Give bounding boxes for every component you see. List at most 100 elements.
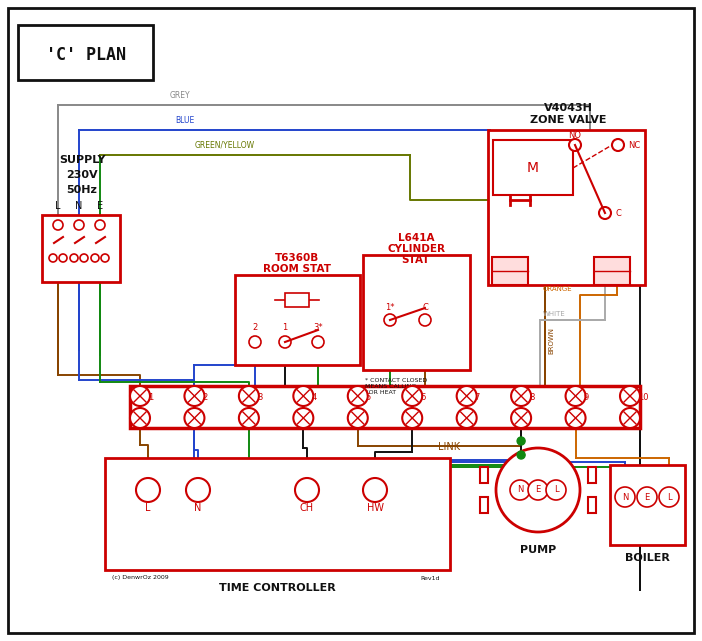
Circle shape [511,386,531,406]
Circle shape [528,480,548,500]
Circle shape [293,386,313,406]
Circle shape [130,386,150,406]
Circle shape [347,386,368,406]
Bar [285,293,309,307]
Bar [610,465,685,545]
Text: 10: 10 [638,394,649,403]
Circle shape [279,336,291,348]
Circle shape [95,220,105,230]
Circle shape [569,139,581,151]
Text: E: E [536,485,541,494]
Bar [588,497,596,513]
Text: 9: 9 [583,394,589,403]
Text: STAT: STAT [402,255,430,265]
Text: N: N [517,485,523,494]
Text: CYLINDER: CYLINDER [387,244,445,254]
Text: T6360B: T6360B [275,253,319,263]
Text: 'C' PLAN: 'C' PLAN [46,46,126,64]
Circle shape [419,314,431,326]
Text: 3*: 3* [313,324,323,333]
Circle shape [517,451,525,459]
Text: E: E [644,492,649,501]
Text: 2: 2 [202,394,208,403]
Text: 1: 1 [282,324,288,333]
Circle shape [74,220,84,230]
Circle shape [620,408,640,428]
Text: GREY: GREY [170,91,191,100]
Text: LINK: LINK [438,442,461,452]
Text: 6: 6 [420,394,425,403]
Text: 3: 3 [257,394,263,403]
Text: 1: 1 [148,394,153,403]
Circle shape [457,386,477,406]
Circle shape [59,254,67,262]
Circle shape [53,220,63,230]
Bar [594,257,630,285]
Text: SUPPLY: SUPPLY [59,155,105,165]
Circle shape [659,487,679,507]
Circle shape [402,408,422,428]
Circle shape [612,139,624,151]
Bar [363,255,470,370]
Text: ZONE VALVE: ZONE VALVE [530,115,607,125]
Text: WHITE: WHITE [543,311,566,317]
Text: ORANGE: ORANGE [543,286,573,292]
Bar [492,257,528,285]
Circle shape [457,408,477,428]
Text: 50Hz: 50Hz [67,185,98,195]
Text: NC: NC [628,140,640,149]
Circle shape [347,408,368,428]
Circle shape [239,408,259,428]
Circle shape [312,336,324,348]
Circle shape [517,437,525,445]
Text: PUMP: PUMP [520,545,556,555]
Bar [480,497,488,513]
Text: NO: NO [569,131,581,140]
Text: 5: 5 [366,394,371,403]
Text: ROOM STAT: ROOM STAT [263,264,331,274]
Text: M: M [527,161,539,175]
Text: 230V: 230V [66,170,98,180]
Bar [588,467,596,483]
Circle shape [599,207,611,219]
Bar [493,140,573,195]
Text: L: L [55,201,61,211]
Circle shape [91,254,99,262]
Text: 2: 2 [253,324,258,333]
Circle shape [615,487,635,507]
Circle shape [186,478,210,502]
Text: C: C [615,208,621,217]
Text: Rev1d: Rev1d [420,576,440,581]
Circle shape [511,408,531,428]
Circle shape [363,478,387,502]
Text: 8: 8 [529,394,534,403]
Text: TIME CONTROLLER: TIME CONTROLLER [218,583,336,593]
Circle shape [185,386,204,406]
Text: L: L [145,503,151,513]
Circle shape [637,487,657,507]
Circle shape [249,336,261,348]
Circle shape [101,254,109,262]
Circle shape [402,386,422,406]
Bar [130,386,640,428]
Bar [235,275,360,365]
Text: 1*: 1* [385,303,395,313]
Circle shape [496,448,580,532]
Circle shape [136,478,160,502]
Circle shape [80,254,88,262]
Circle shape [510,480,530,500]
Text: L641A: L641A [398,233,435,243]
Text: BLUE: BLUE [175,116,194,125]
Circle shape [566,386,585,406]
Bar [480,467,488,483]
Text: N: N [194,503,201,513]
Text: * CONTACT CLOSED
MEANS CALLING
FOR HEAT: * CONTACT CLOSED MEANS CALLING FOR HEAT [365,378,428,395]
Bar [18,25,153,80]
Circle shape [130,408,150,428]
Text: HW: HW [366,503,383,513]
Text: GREEN/YELLOW: GREEN/YELLOW [195,141,255,150]
Circle shape [295,478,319,502]
Circle shape [239,386,259,406]
Text: BOILER: BOILER [625,553,670,563]
Text: (c) DenwrOz 2009: (c) DenwrOz 2009 [112,576,168,581]
